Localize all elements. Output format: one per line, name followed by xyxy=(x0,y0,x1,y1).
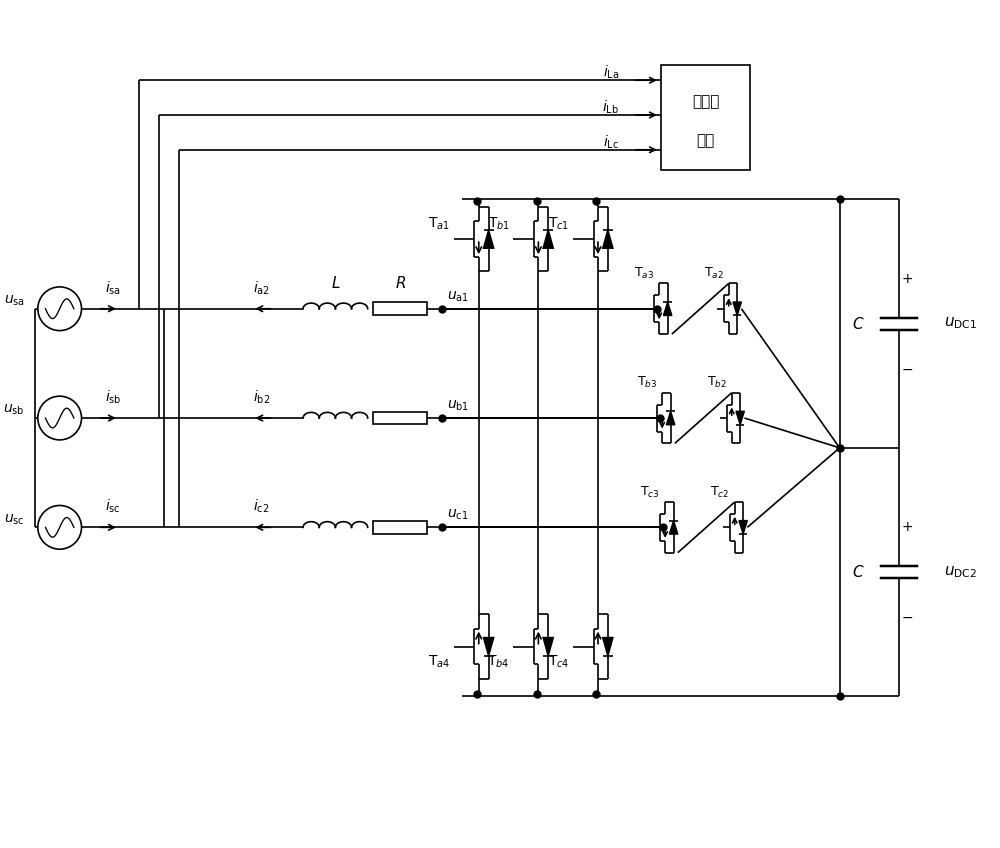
Text: $+$: $+$ xyxy=(901,272,913,286)
Text: $i_\mathrm{Lb}$: $i_\mathrm{Lb}$ xyxy=(602,98,619,115)
Text: T$_{a1}$: T$_{a1}$ xyxy=(428,216,450,232)
Polygon shape xyxy=(663,302,672,315)
Polygon shape xyxy=(543,638,553,656)
Text: $i_\mathrm{sa}$: $i_\mathrm{sa}$ xyxy=(105,280,121,297)
Text: 负载: 负载 xyxy=(696,133,715,148)
Polygon shape xyxy=(666,411,675,425)
Text: $i_\mathrm{b2}$: $i_\mathrm{b2}$ xyxy=(253,388,270,406)
Polygon shape xyxy=(739,521,747,534)
Polygon shape xyxy=(484,638,494,656)
Text: $L$: $L$ xyxy=(331,275,340,291)
Text: $-$: $-$ xyxy=(901,361,913,376)
Text: T$_{b2}$: T$_{b2}$ xyxy=(707,375,726,390)
Polygon shape xyxy=(733,302,741,315)
Text: T$_{a2}$: T$_{a2}$ xyxy=(704,265,723,281)
Text: $i_\mathrm{c2}$: $i_\mathrm{c2}$ xyxy=(253,498,270,516)
Text: T$_{c4}$: T$_{c4}$ xyxy=(548,653,569,670)
Polygon shape xyxy=(543,231,553,248)
Text: T$_{c1}$: T$_{c1}$ xyxy=(548,216,569,232)
Polygon shape xyxy=(669,521,678,534)
Text: $u_\mathrm{sa}$: $u_\mathrm{sa}$ xyxy=(4,293,25,308)
Text: $+$: $+$ xyxy=(901,521,913,534)
Text: $i_\mathrm{sb}$: $i_\mathrm{sb}$ xyxy=(105,388,121,406)
Text: 非线性: 非线性 xyxy=(692,94,719,109)
Text: $-$: $-$ xyxy=(901,610,913,624)
Bar xyxy=(373,521,427,533)
Text: $R$: $R$ xyxy=(395,275,406,291)
Text: $C$: $C$ xyxy=(852,564,864,580)
Text: $u_\mathrm{c1}$: $u_\mathrm{c1}$ xyxy=(447,508,469,522)
Text: T$_{a4}$: T$_{a4}$ xyxy=(428,653,450,670)
Text: T$_{a3}$: T$_{a3}$ xyxy=(634,265,654,281)
Text: T$_{c3}$: T$_{c3}$ xyxy=(640,484,660,499)
Bar xyxy=(661,65,750,170)
Text: $u_\mathrm{a1}$: $u_\mathrm{a1}$ xyxy=(447,289,469,304)
Text: T$_{c2}$: T$_{c2}$ xyxy=(710,484,729,499)
Text: $u_\mathrm{sb}$: $u_\mathrm{sb}$ xyxy=(3,403,25,417)
Text: $u_\mathrm{sc}$: $u_\mathrm{sc}$ xyxy=(4,512,25,527)
Text: $i_\mathrm{La}$: $i_\mathrm{La}$ xyxy=(603,64,619,81)
Polygon shape xyxy=(603,231,613,248)
Text: $\mathit{u}_\mathrm{DC2}$: $\mathit{u}_\mathrm{DC2}$ xyxy=(944,564,977,580)
Text: $\mathit{u}_\mathrm{DC1}$: $\mathit{u}_\mathrm{DC1}$ xyxy=(944,315,977,332)
Text: $i_\mathrm{Lc}$: $i_\mathrm{Lc}$ xyxy=(603,133,619,150)
Text: T$_{b1}$: T$_{b1}$ xyxy=(488,216,510,232)
Polygon shape xyxy=(484,231,494,248)
Polygon shape xyxy=(736,411,744,425)
Text: $i_\mathrm{a2}$: $i_\mathrm{a2}$ xyxy=(253,280,270,297)
Bar xyxy=(373,411,427,425)
Text: T$_{b3}$: T$_{b3}$ xyxy=(637,375,657,390)
Text: $i_\mathrm{sc}$: $i_\mathrm{sc}$ xyxy=(105,498,121,516)
Text: T$_{b4}$: T$_{b4}$ xyxy=(487,653,510,670)
Text: $u_\mathrm{b1}$: $u_\mathrm{b1}$ xyxy=(447,399,469,413)
Bar xyxy=(373,302,427,315)
Polygon shape xyxy=(603,638,613,656)
Text: $C$: $C$ xyxy=(852,315,864,332)
